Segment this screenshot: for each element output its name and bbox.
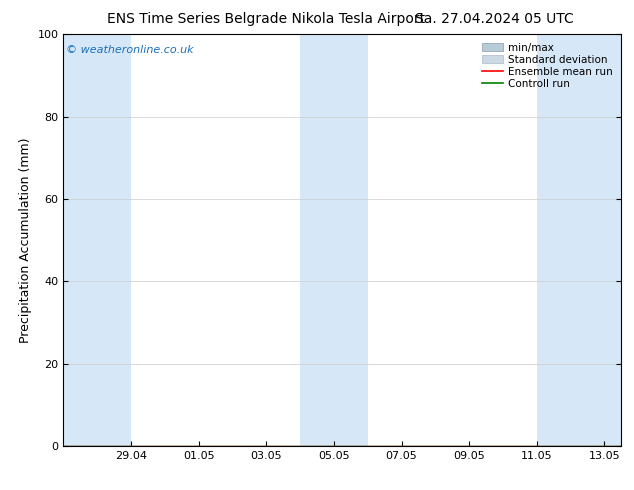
- Text: ENS Time Series Belgrade Nikola Tesla Airport: ENS Time Series Belgrade Nikola Tesla Ai…: [107, 12, 425, 26]
- Text: © weatheronline.co.uk: © weatheronline.co.uk: [66, 45, 194, 54]
- Bar: [537, 34, 621, 446]
- Bar: [63, 34, 131, 446]
- Bar: [300, 34, 368, 446]
- Text: Sa. 27.04.2024 05 UTC: Sa. 27.04.2024 05 UTC: [415, 12, 574, 26]
- Y-axis label: Precipitation Accumulation (mm): Precipitation Accumulation (mm): [19, 137, 32, 343]
- Legend: min/max, Standard deviation, Ensemble mean run, Controll run: min/max, Standard deviation, Ensemble me…: [479, 40, 616, 92]
